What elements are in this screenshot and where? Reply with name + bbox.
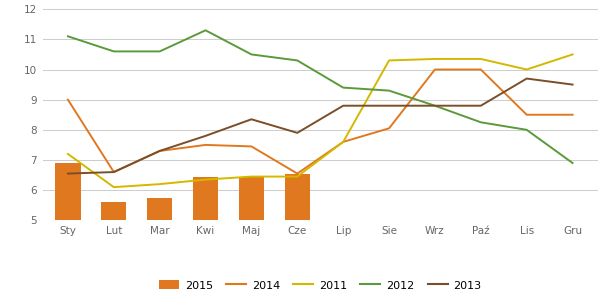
Bar [239,177,264,220]
Legend: 2015, 2014, 2011, 2012, 2013: 2015, 2014, 2011, 2012, 2013 [155,276,486,295]
Bar [193,177,218,220]
Bar [56,163,81,220]
Bar [101,202,126,220]
Bar [285,174,310,220]
Bar [147,198,172,220]
